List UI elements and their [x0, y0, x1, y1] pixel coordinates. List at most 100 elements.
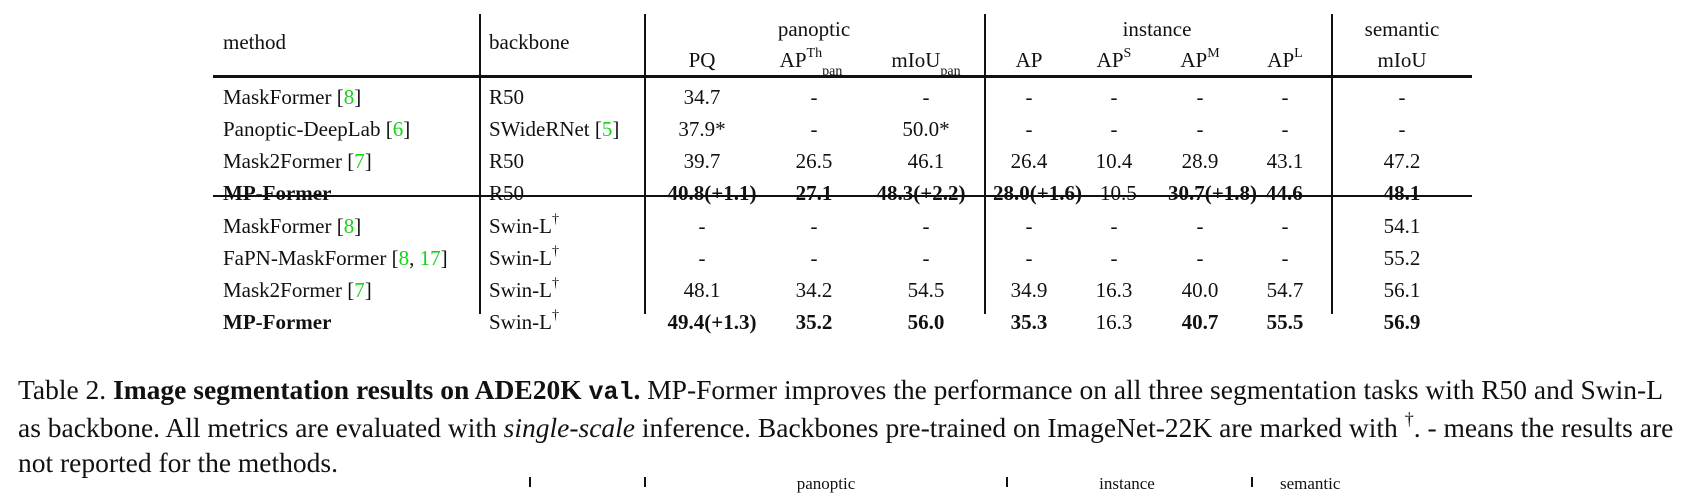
header-ap-s: APS [1096, 46, 1132, 72]
cell-pq: - [698, 246, 706, 270]
cell-miou: 56.9 [1383, 310, 1421, 334]
cell-ap-m: - [1196, 246, 1204, 270]
cell-backbone: Swin-L† [489, 276, 559, 302]
next-table-divider [529, 477, 531, 487]
cell-ap-s: - [1110, 117, 1118, 141]
cell-miou: 48.1 [1383, 181, 1421, 205]
cell-miou: 54.1 [1383, 214, 1421, 238]
cell-ap: - [1025, 214, 1033, 238]
cell-miou-pan: - [922, 85, 930, 109]
cell-ap-s: - [1110, 214, 1118, 238]
cell-ap-s: - [1110, 246, 1118, 270]
header-miou-pan: mIoUpan [891, 48, 961, 80]
next-table-panoptic: panoptic [796, 474, 856, 493]
header-method: method [223, 30, 286, 54]
header-group-semantic: semantic [1364, 17, 1440, 41]
header-ap-th: APThpan [779, 46, 843, 80]
cell-ap: 35.3 [1010, 310, 1048, 334]
cell-ap: - [1025, 117, 1033, 141]
next-table-divider [1251, 477, 1253, 487]
cell-ap: 28.0(+1.6) [993, 181, 1082, 205]
cell-ap-th: - [810, 214, 818, 238]
cell-method: Mask2Former [7] [223, 149, 372, 173]
citation-link[interactable]: 8 [343, 85, 355, 109]
caption-label: Table 2. [18, 374, 107, 405]
caption-body-b: inference. Backbones pre-trained on Imag… [635, 412, 1405, 443]
cell-ap: - [1025, 85, 1033, 109]
citation-link[interactable]: 7 [354, 149, 365, 173]
citation-link[interactable]: 8 [398, 246, 410, 270]
cell-ap-s: 16.3 [1095, 310, 1133, 334]
cell-ap-m: 30.7(+1.8) [1168, 181, 1257, 205]
next-table-divider [1006, 477, 1008, 487]
caption-title: Image segmentation results on ADE20K val… [113, 374, 641, 407]
cell-ap-l: - [1281, 117, 1289, 141]
cell-backbone: Swin-L† [489, 244, 559, 270]
cell-ap: 34.9 [1010, 278, 1048, 302]
cell-method: MP-Former [223, 310, 332, 334]
cell-miou: - [1398, 117, 1406, 141]
cell-method: Panoptic-DeepLab [6] [223, 117, 411, 141]
cell-miou-pan: 56.0 [907, 310, 945, 334]
next-table-instance: instance [1099, 474, 1155, 493]
cell-pq: 48.1 [683, 278, 721, 302]
citation-link[interactable]: 17 [419, 246, 441, 270]
cell-ap-l: - [1281, 85, 1289, 109]
column-divider [1331, 14, 1333, 314]
cell-miou: - [1398, 85, 1406, 109]
results-table: method backbone panoptic instance semant… [213, 14, 1472, 334]
cell-ap-s: 10.5 [1100, 181, 1137, 205]
header-ap-l: APL [1267, 46, 1303, 72]
cell-ap-s: - [1110, 85, 1118, 109]
next-table-semantic: semantic [1280, 474, 1341, 493]
cell-miou: 56.1 [1383, 278, 1421, 302]
cell-method: MaskFormer [8] [223, 214, 362, 238]
column-divider [479, 14, 481, 314]
cell-ap-m: 40.0 [1181, 278, 1219, 302]
cell-method: MP-Former [223, 181, 332, 205]
caption-body-c: . - means the results are not reported f… [18, 412, 1674, 478]
citation-link[interactable]: 5 [601, 117, 613, 141]
cell-miou-pan: 50.0* [902, 117, 950, 141]
cell-pq: 39.7 [683, 149, 721, 173]
cell-pq: - [698, 214, 706, 238]
cell-ap-s: 16.3 [1095, 278, 1133, 302]
cell-ap-l: - [1281, 246, 1289, 270]
caption-dagger: † [1404, 408, 1414, 429]
cell-ap-s: 10.4 [1095, 149, 1133, 173]
cell-backbone: R50 [489, 85, 525, 109]
section-rule [213, 195, 1472, 197]
header-group-panoptic: panoptic [777, 17, 851, 41]
caption-body-a: MP-Former improves the performance on al… [18, 374, 1662, 443]
cell-backbone: Swin-L† [489, 308, 559, 334]
header-miou: mIoU [1377, 48, 1427, 72]
cell-ap-m: - [1196, 117, 1204, 141]
header-group-instance: instance [1122, 17, 1192, 41]
cell-method: MaskFormer [8] [223, 85, 362, 109]
cell-pq: 37.9* [678, 117, 726, 141]
cell-ap-l: 44.6 [1266, 181, 1303, 205]
cell-ap-m: - [1196, 85, 1204, 109]
cell-ap-m: 28.9 [1181, 149, 1219, 173]
header-pq: PQ [688, 48, 716, 72]
cell-ap-th: 35.2 [795, 310, 833, 334]
cell-ap-l: 54.7 [1266, 278, 1304, 302]
cell-ap-m: - [1196, 214, 1204, 238]
cell-miou-pan: 48.3(+2.2) [876, 181, 966, 205]
cell-pq: 34.7 [683, 85, 721, 109]
column-divider [984, 14, 986, 314]
cell-miou: 47.2 [1383, 149, 1421, 173]
citation-link[interactable]: 7 [354, 278, 365, 302]
header-rule [213, 75, 1472, 78]
citation-link[interactable]: 6 [392, 117, 404, 141]
cell-backbone: R50 [489, 149, 525, 173]
cell-miou: 55.2 [1383, 246, 1421, 270]
header-backbone: backbone [489, 30, 570, 54]
cell-miou-pan: 54.5 [907, 278, 945, 302]
table-caption: Table 2. Image segmentation results on A… [18, 372, 1678, 480]
header-ap-m: APM [1180, 46, 1220, 72]
cell-ap-m: 40.7 [1181, 310, 1219, 334]
cell-ap: 26.4 [1010, 149, 1048, 173]
cell-method: FaPN-MaskFormer [8, 17] [223, 246, 448, 270]
citation-link[interactable]: 8 [343, 214, 355, 238]
